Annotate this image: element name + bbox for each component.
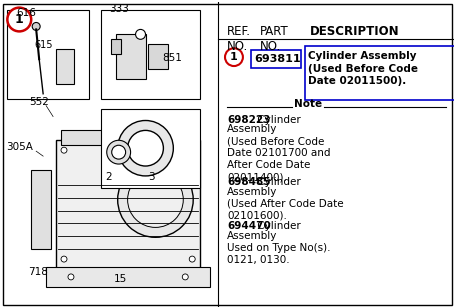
Text: Cylinder: Cylinder — [254, 221, 301, 232]
Bar — [61, 130, 190, 145]
Circle shape — [225, 48, 243, 66]
Text: 2: 2 — [105, 172, 111, 182]
Text: Assembly
Used on Type No(s).
0121, 0130.: Assembly Used on Type No(s). 0121, 0130. — [227, 231, 330, 265]
Text: 3: 3 — [148, 172, 155, 182]
Text: Assembly
(Used Before Code
Date 02101700 and
After Code Date
02011400).: Assembly (Used Before Code Date 02101700… — [227, 124, 330, 182]
Bar — [101, 10, 200, 99]
Text: 615: 615 — [34, 40, 53, 50]
Circle shape — [127, 172, 183, 227]
Bar — [31, 170, 51, 249]
Circle shape — [189, 147, 195, 153]
Text: Cylinder Assembly
(Used Before Code
Date 02011500).: Cylinder Assembly (Used Before Code Date… — [308, 51, 418, 86]
Text: 693811: 693811 — [254, 54, 300, 64]
Text: 851: 851 — [162, 53, 182, 63]
Text: Assembly
(Used After Code Date
02101600).: Assembly (Used After Code Date 02101600)… — [227, 187, 344, 221]
Circle shape — [189, 256, 195, 262]
Text: 1: 1 — [230, 52, 238, 62]
Text: PART
NO.: PART NO. — [260, 26, 288, 54]
Text: Note: Note — [293, 99, 322, 109]
Circle shape — [61, 256, 67, 262]
Bar — [101, 109, 200, 188]
Bar — [56, 49, 74, 84]
Bar — [46, 267, 210, 287]
Circle shape — [136, 29, 146, 39]
Text: 694470: 694470 — [227, 221, 271, 232]
Bar — [111, 39, 121, 54]
Circle shape — [7, 8, 31, 31]
Text: 698223: 698223 — [227, 115, 270, 124]
Text: 718: 718 — [28, 267, 48, 277]
Text: 305A: 305A — [6, 142, 33, 152]
Text: 552: 552 — [29, 97, 49, 107]
Circle shape — [68, 274, 74, 280]
Text: Cylinder: Cylinder — [254, 115, 301, 124]
Circle shape — [118, 120, 173, 176]
Circle shape — [32, 22, 40, 30]
Text: 333: 333 — [109, 4, 129, 14]
Bar — [116, 34, 146, 79]
Circle shape — [118, 162, 193, 237]
Circle shape — [127, 130, 163, 166]
Bar — [7, 10, 89, 99]
Text: 1: 1 — [15, 13, 24, 26]
Text: DESCRIPTION: DESCRIPTION — [309, 26, 399, 38]
Text: 616: 616 — [16, 8, 36, 18]
Circle shape — [112, 145, 126, 159]
Text: 15: 15 — [114, 274, 127, 284]
Circle shape — [107, 140, 131, 164]
Text: REF.
NO.: REF. NO. — [227, 26, 251, 54]
Text: 698485: 698485 — [227, 177, 271, 187]
Text: Cylinder: Cylinder — [254, 177, 301, 187]
Circle shape — [182, 274, 188, 280]
FancyBboxPatch shape — [56, 140, 200, 269]
Circle shape — [61, 147, 67, 153]
FancyBboxPatch shape — [251, 50, 301, 68]
Bar — [148, 44, 168, 69]
